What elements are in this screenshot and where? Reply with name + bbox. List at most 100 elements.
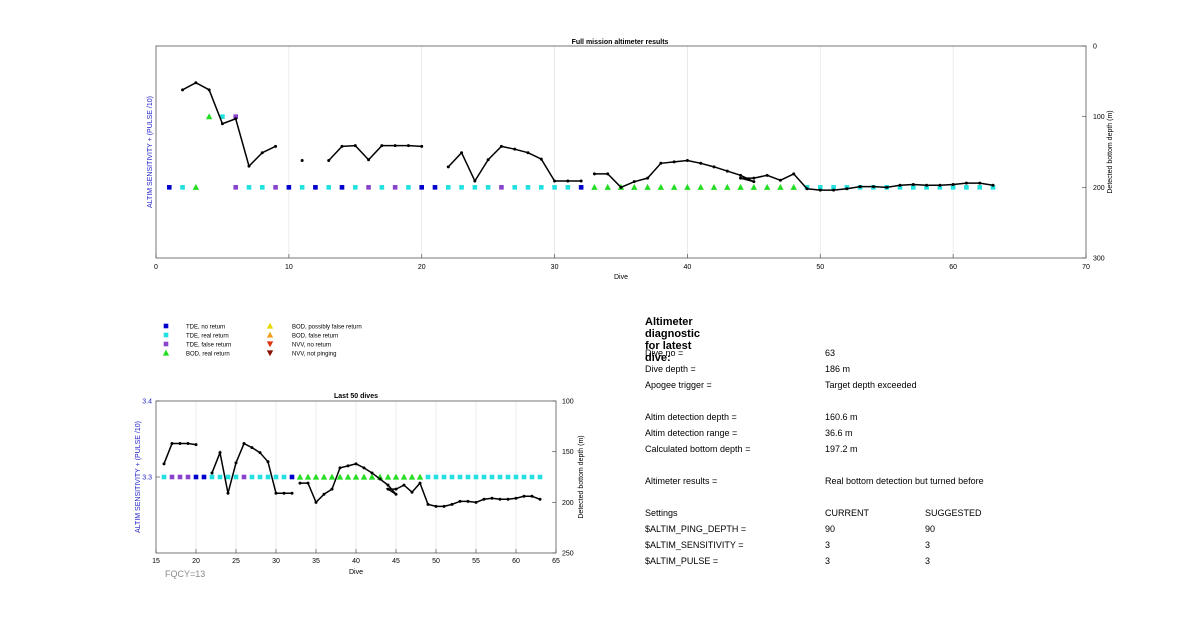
legend-marker — [163, 341, 169, 347]
top-marker-tde-real-return — [552, 185, 557, 190]
bottom-chart-title: Last 50 dives — [334, 393, 378, 400]
top-depth-point — [818, 188, 822, 192]
calc-bottom-depth-value: 197.2 m — [825, 444, 858, 454]
top-depth-point — [579, 179, 583, 183]
bottom-marker-bod-real-return — [416, 473, 424, 480]
top-depth-point — [340, 144, 344, 148]
top-marker-bod-real-return — [657, 183, 665, 190]
sensitivity-suggested: 3 — [925, 540, 931, 550]
altim-detection-range-label: Altim detection range = — [645, 428, 738, 438]
top-marker-tde-no-return — [339, 185, 345, 190]
bottom-marker-bod-real-return — [400, 473, 408, 480]
top-marker-bod-real-return — [777, 183, 784, 190]
bottom-depth-point — [338, 466, 342, 470]
full-mission-chart: Full mission altimeter results 0 10 20 30 40… — [147, 39, 1114, 281]
fqcy-label: FQCY=13 — [165, 569, 206, 579]
top-depth-point — [619, 185, 623, 189]
bottom-marker-tde-real-return — [513, 474, 519, 480]
legend-label: BOD, false return — [292, 333, 338, 339]
top-depth-point — [181, 88, 185, 92]
bottom-depth-point — [474, 500, 478, 504]
bottom-depth-point — [250, 446, 254, 450]
bottom-ytick-left-label: 3.4 — [142, 399, 152, 406]
top-depth-point — [300, 158, 304, 162]
bottom-depth-point — [274, 491, 278, 495]
top-depth-point — [194, 81, 198, 85]
bottom-marker-bod-real-return — [312, 473, 320, 480]
top-depth-point — [499, 144, 503, 148]
sensitivity-current: 3 — [825, 540, 831, 550]
top-chart-title: Full mission altimeter results — [572, 39, 669, 46]
top-depth-point — [938, 183, 942, 187]
top-depth-point — [646, 176, 650, 180]
bottom-ytick-right-label: 150 — [562, 449, 574, 456]
bottom-depth-point — [330, 487, 334, 491]
top-depth-point — [699, 161, 703, 165]
altim-detection-depth-label: Altim detection depth = — [645, 412, 737, 422]
top-marker-tde-real-return — [910, 185, 916, 190]
top-depth-point — [858, 185, 862, 189]
bottom-marker-tde-real-return — [281, 474, 287, 480]
altimeter-results-value: Real bottom detection but turned before — [825, 476, 984, 486]
top-xtick-label: 0 — [154, 264, 158, 271]
top-depth-point — [964, 181, 968, 185]
bottom-depth-point — [522, 494, 526, 498]
bottom-depth-point — [482, 497, 486, 501]
top-depth-point — [247, 164, 251, 168]
bottom-depth-point — [538, 497, 542, 501]
bottom-marker-tde-real-return — [249, 474, 255, 480]
bottom-marker-bod-real-return — [296, 473, 304, 480]
bottom-chart-xlabel: Dive — [349, 569, 363, 576]
top-depth-point — [260, 151, 264, 155]
top-marker-bod-real-return — [604, 183, 611, 190]
bottom-depth-line — [211, 442, 292, 494]
top-marker-bod-real-return — [684, 183, 691, 190]
bottom-depth-point — [394, 487, 398, 491]
top-depth-point — [566, 179, 570, 183]
bottom-depth-point — [418, 481, 422, 485]
bottom-depth-point — [194, 443, 198, 447]
altim-detection-depth-value: 160.6 m — [825, 412, 858, 422]
bottom-depth-point — [282, 491, 286, 495]
top-depth-point — [592, 172, 596, 176]
top-marker-tde-real-return — [472, 185, 478, 190]
bottom-marker-tde-real-return — [537, 474, 543, 480]
pulse-label: $ALTIM_PULSE = — [645, 556, 719, 566]
pulse-suggested: 3 — [925, 556, 931, 566]
marker-legend: TDE, no return TDE, real return TDE, false… — [162, 322, 362, 357]
apogee-trigger-label: Apogee trigger = — [645, 380, 712, 390]
bottom-depth-point — [218, 451, 222, 455]
top-depth-point — [871, 185, 875, 189]
top-depth-point — [632, 180, 636, 184]
bottom-ytick-left-label: 3.3 — [142, 475, 152, 482]
top-xtick-label: 20 — [418, 264, 426, 271]
top-marker-bod-real-return — [591, 183, 598, 190]
legend-marker — [162, 349, 170, 356]
top-marker-tde-real-return — [259, 185, 265, 190]
suggested-header: SUGGESTED — [925, 508, 982, 518]
top-depth-point — [739, 176, 743, 180]
bottom-depth-point — [186, 442, 190, 446]
altimeter-results-label: Altimeter results = — [645, 476, 718, 486]
top-marker-tde-real-return — [964, 185, 969, 190]
top-depth-point — [353, 144, 357, 148]
top-marker-tde-false-return — [233, 185, 239, 190]
legend-marker — [266, 322, 274, 329]
bottom-marker-tde-real-return — [497, 474, 503, 480]
dive-depth-value: 186 m — [825, 364, 851, 374]
bottom-depth-line — [300, 463, 541, 508]
top-ytick-label: 300 — [1093, 256, 1105, 263]
bottom-marker-tde-real-return — [505, 474, 511, 480]
bottom-marker-tde-real-return — [473, 474, 479, 480]
bottom-marker-tde-real-return — [529, 474, 535, 480]
legend-label: NVV, no return — [292, 342, 331, 348]
top-depth-point — [406, 144, 410, 148]
bottom-depth-point — [266, 460, 270, 464]
bottom-xtick-label: 25 — [232, 558, 240, 565]
bottom-marker-tde-false-return — [177, 474, 183, 480]
bottom-marker-tde-real-return — [225, 474, 231, 480]
ping-depth-suggested: 90 — [925, 524, 936, 534]
bottom-depth-point — [314, 500, 318, 504]
legend-marker — [266, 341, 274, 348]
